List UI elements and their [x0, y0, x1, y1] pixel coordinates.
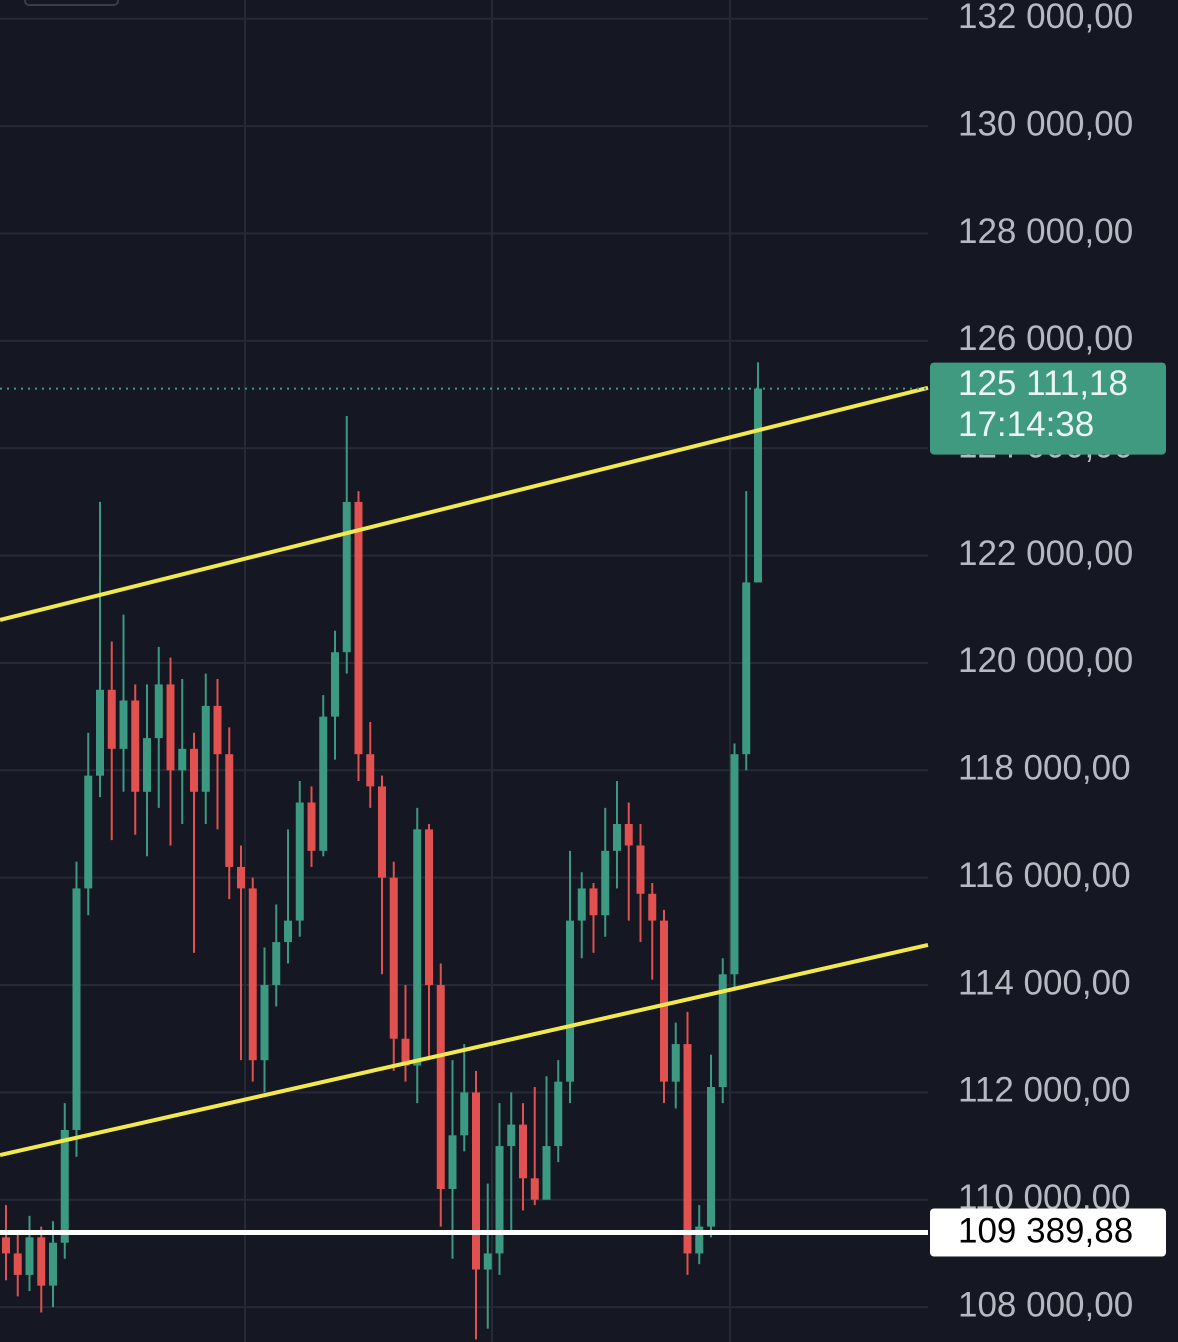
candle-body	[284, 920, 292, 943]
candle-body	[96, 689, 104, 776]
candle-body	[190, 748, 198, 792]
candle-body	[143, 738, 151, 792]
candle-body	[413, 829, 422, 1066]
candle-body	[648, 893, 657, 921]
candle-body	[660, 920, 668, 1082]
candle-body	[589, 888, 598, 916]
candle-body	[107, 689, 116, 749]
candle-body	[307, 802, 316, 851]
y-tick-label: 120 000,00	[958, 641, 1133, 680]
candle-body	[554, 1081, 563, 1147]
candle-body	[366, 754, 375, 787]
candle-body	[37, 1237, 46, 1286]
support-price-label: 109 389,88	[958, 1212, 1133, 1251]
candle-body	[730, 754, 739, 975]
candle-body	[707, 1087, 715, 1227]
last-price-time: 17:14:38	[958, 405, 1094, 444]
candle-body	[566, 920, 574, 1082]
candle-body	[483, 1253, 492, 1270]
trend-line	[0, 943, 929, 1157]
candle-body	[119, 700, 128, 749]
candle-body	[2, 1237, 10, 1254]
candle-body	[331, 652, 339, 717]
y-tick-label: 122 000,00	[958, 534, 1133, 573]
candle-body	[131, 700, 140, 792]
candle-body	[60, 1129, 69, 1243]
candle-body	[425, 829, 433, 986]
candle-body	[213, 705, 222, 755]
candle-body	[624, 823, 633, 846]
candle-body	[237, 866, 245, 889]
candle-body	[519, 1124, 527, 1179]
y-tick-label: 112 000,00	[958, 1071, 1131, 1110]
candle-body	[354, 501, 363, 755]
candle-body	[472, 1092, 480, 1270]
candle-body	[49, 1242, 57, 1286]
y-tick-label: 126 000,00	[958, 319, 1133, 358]
candle-body	[25, 1237, 34, 1275]
candle-body	[401, 1038, 410, 1066]
y-tick-label: 108 000,00	[958, 1285, 1133, 1324]
y-tick-label: 132 000,00	[958, 0, 1133, 36]
candle-body	[683, 1044, 692, 1254]
candle-body	[436, 985, 445, 1190]
candle-body	[378, 786, 386, 878]
candle-body	[507, 1124, 516, 1147]
candle-body	[671, 1044, 680, 1082]
candle-body	[72, 888, 81, 1130]
y-tick-label: 128 000,00	[958, 212, 1133, 251]
candle-body	[742, 582, 751, 755]
y-tick-label: 118 000,00	[958, 749, 1131, 788]
candle-body	[319, 716, 328, 851]
candle-body	[225, 754, 234, 867]
support-price-box	[930, 1208, 1166, 1257]
candle-body	[577, 888, 586, 921]
candle-body	[530, 1178, 539, 1200]
candle-body	[542, 1146, 551, 1200]
toolbar-button[interactable]	[24, 0, 119, 6]
candle-body	[495, 1146, 504, 1254]
candle-body	[448, 1135, 457, 1190]
last-price-box	[930, 362, 1166, 455]
candle-body	[613, 823, 621, 851]
candle-body	[154, 684, 163, 739]
last-price-label: 125 111,18	[958, 364, 1128, 403]
candle-body	[201, 705, 210, 792]
candle-body	[84, 775, 93, 889]
candle-body	[272, 942, 281, 986]
candle-body	[178, 748, 187, 771]
candle-body	[166, 684, 175, 771]
candle-body	[601, 850, 610, 916]
y-tick-label: 116 000,00	[958, 856, 1131, 895]
candle-body	[754, 388, 762, 583]
candle-body	[342, 501, 351, 653]
y-tick-label: 130 000,00	[958, 104, 1133, 143]
candle-body	[295, 802, 304, 921]
candle-body	[260, 985, 269, 1061]
candle-body	[636, 845, 645, 894]
candle-body	[460, 1092, 469, 1136]
candle-body	[13, 1253, 22, 1275]
candle-body	[248, 888, 257, 1061]
trend-line	[0, 385, 929, 622]
y-tick-label: 114 000,00	[958, 963, 1131, 1002]
candle-body	[718, 974, 727, 1088]
candle-body	[695, 1226, 704, 1254]
candle-body	[389, 877, 398, 1039]
